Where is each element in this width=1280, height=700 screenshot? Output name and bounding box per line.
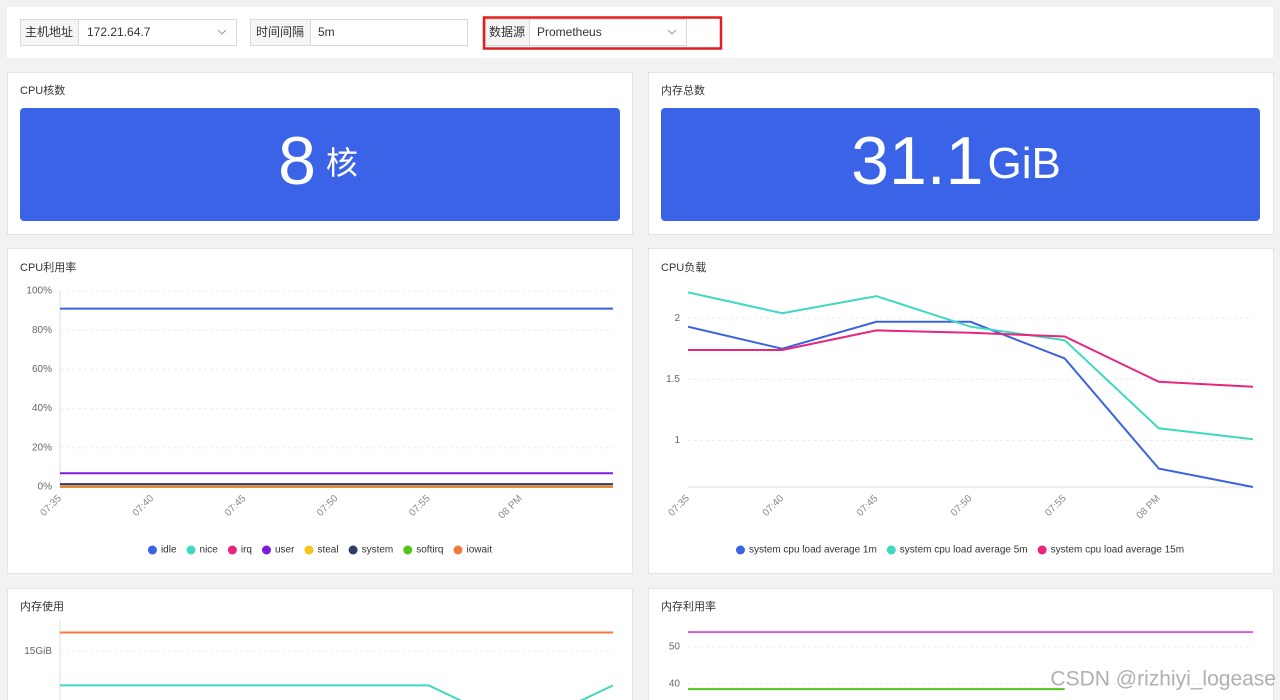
filter-label: 数据源 (489, 24, 525, 39)
stat-unit: GiB (988, 139, 1061, 188)
stat-text: 31.1GiB (851, 123, 1061, 199)
legend-swatch (262, 545, 271, 555)
chevron-icon (217, 29, 227, 35)
series-line (688, 329, 1254, 388)
panel-title: CPU核数 (20, 83, 65, 97)
legend-label: softirq (416, 545, 443, 556)
panel (648, 588, 1274, 700)
legend-label: nice (200, 545, 219, 556)
plot-area (60, 631, 614, 700)
filter-label: 主机地址 (25, 25, 73, 39)
legend-swatch (227, 545, 237, 555)
y-tick-label: 1.5 (666, 374, 680, 385)
series-line (688, 291, 1254, 441)
filter-value: Prometheus (537, 25, 602, 39)
y-tick-label: 40% (32, 403, 52, 414)
legend-swatch (735, 545, 745, 555)
legend-label: idle (161, 545, 177, 556)
filter-input[interactable] (310, 19, 468, 46)
y-tick-label: 0% (38, 482, 53, 493)
legend-label: system cpu load average 5m (900, 545, 1028, 556)
legend-label: user (275, 545, 295, 556)
legend-swatch (1037, 545, 1047, 555)
legend-swatch (304, 545, 314, 555)
legend-swatch (886, 545, 896, 555)
filter-host[interactable]: 主机地址 172.21.64.7 (20, 19, 237, 46)
plot-area (688, 631, 1253, 691)
y-tick-label: 15GiB (24, 646, 52, 657)
filter-label: 时间间隔 (256, 25, 304, 39)
panel-title: CPU负载 (661, 260, 706, 274)
legend-swatch (147, 545, 157, 555)
legend: idle nice irq user steal system softirq iowait (147, 545, 492, 556)
legend-label: iowait (466, 545, 492, 556)
panel (648, 248, 1274, 574)
y-tick-label: 40 (669, 679, 681, 690)
chevron-icon (667, 29, 677, 35)
series-line (60, 684, 614, 700)
filter-select[interactable] (529, 19, 687, 46)
y-tick-label: 1 (674, 435, 680, 446)
highlight-box (482, 16, 723, 50)
stat-box (661, 108, 1260, 221)
y-tick-label: 100% (26, 286, 52, 297)
stat-value: 8 (278, 123, 316, 199)
watermark: CSDN @rizhiyi_logease (1050, 668, 1276, 691)
y-tick-label: 60% (32, 364, 52, 375)
plot-area (60, 307, 613, 488)
filter-value: 172.21.64.7 (87, 25, 151, 39)
y-tick-label: 50 (669, 642, 681, 653)
stat-value: 31.1 (851, 123, 983, 199)
panel-title: 内存总数 (661, 83, 705, 97)
panel-title: 内存使用 (20, 599, 64, 613)
legend: system cpu load average 1m system cpu loa… (735, 545, 1184, 556)
series-line (688, 320, 1254, 488)
legend-label: irq (241, 545, 252, 556)
legend-label: steal (317, 545, 338, 556)
legend-label: system cpu load average 1m (749, 545, 877, 556)
panel (7, 248, 633, 574)
filter-label-box (20, 19, 79, 46)
y-tick-label: 2 (674, 313, 680, 324)
panel-title: 内存利用率 (661, 599, 716, 613)
filter-label-box (250, 19, 311, 46)
plot-area (688, 291, 1254, 488)
filter-datasource[interactable]: 数据源 Prometheus (482, 16, 723, 50)
legend-label: system cpu load average 15m (1051, 545, 1184, 556)
panel (7, 588, 633, 700)
filter-value: 5m (318, 25, 335, 39)
legend-swatch (403, 545, 413, 555)
legend-swatch (348, 545, 358, 555)
legend-swatch (186, 545, 196, 555)
filter-interval[interactable]: 时间间隔 5m (250, 19, 468, 46)
stat-box (20, 108, 620, 221)
filter-select[interactable] (78, 19, 237, 46)
y-tick-label: 80% (32, 325, 52, 336)
y-tick-label: 20% (32, 442, 52, 453)
legend-swatch (453, 545, 463, 555)
legend-label: system (362, 545, 394, 556)
stat-unit: 核 (326, 145, 358, 181)
panel-title: CPU利用率 (20, 260, 76, 274)
